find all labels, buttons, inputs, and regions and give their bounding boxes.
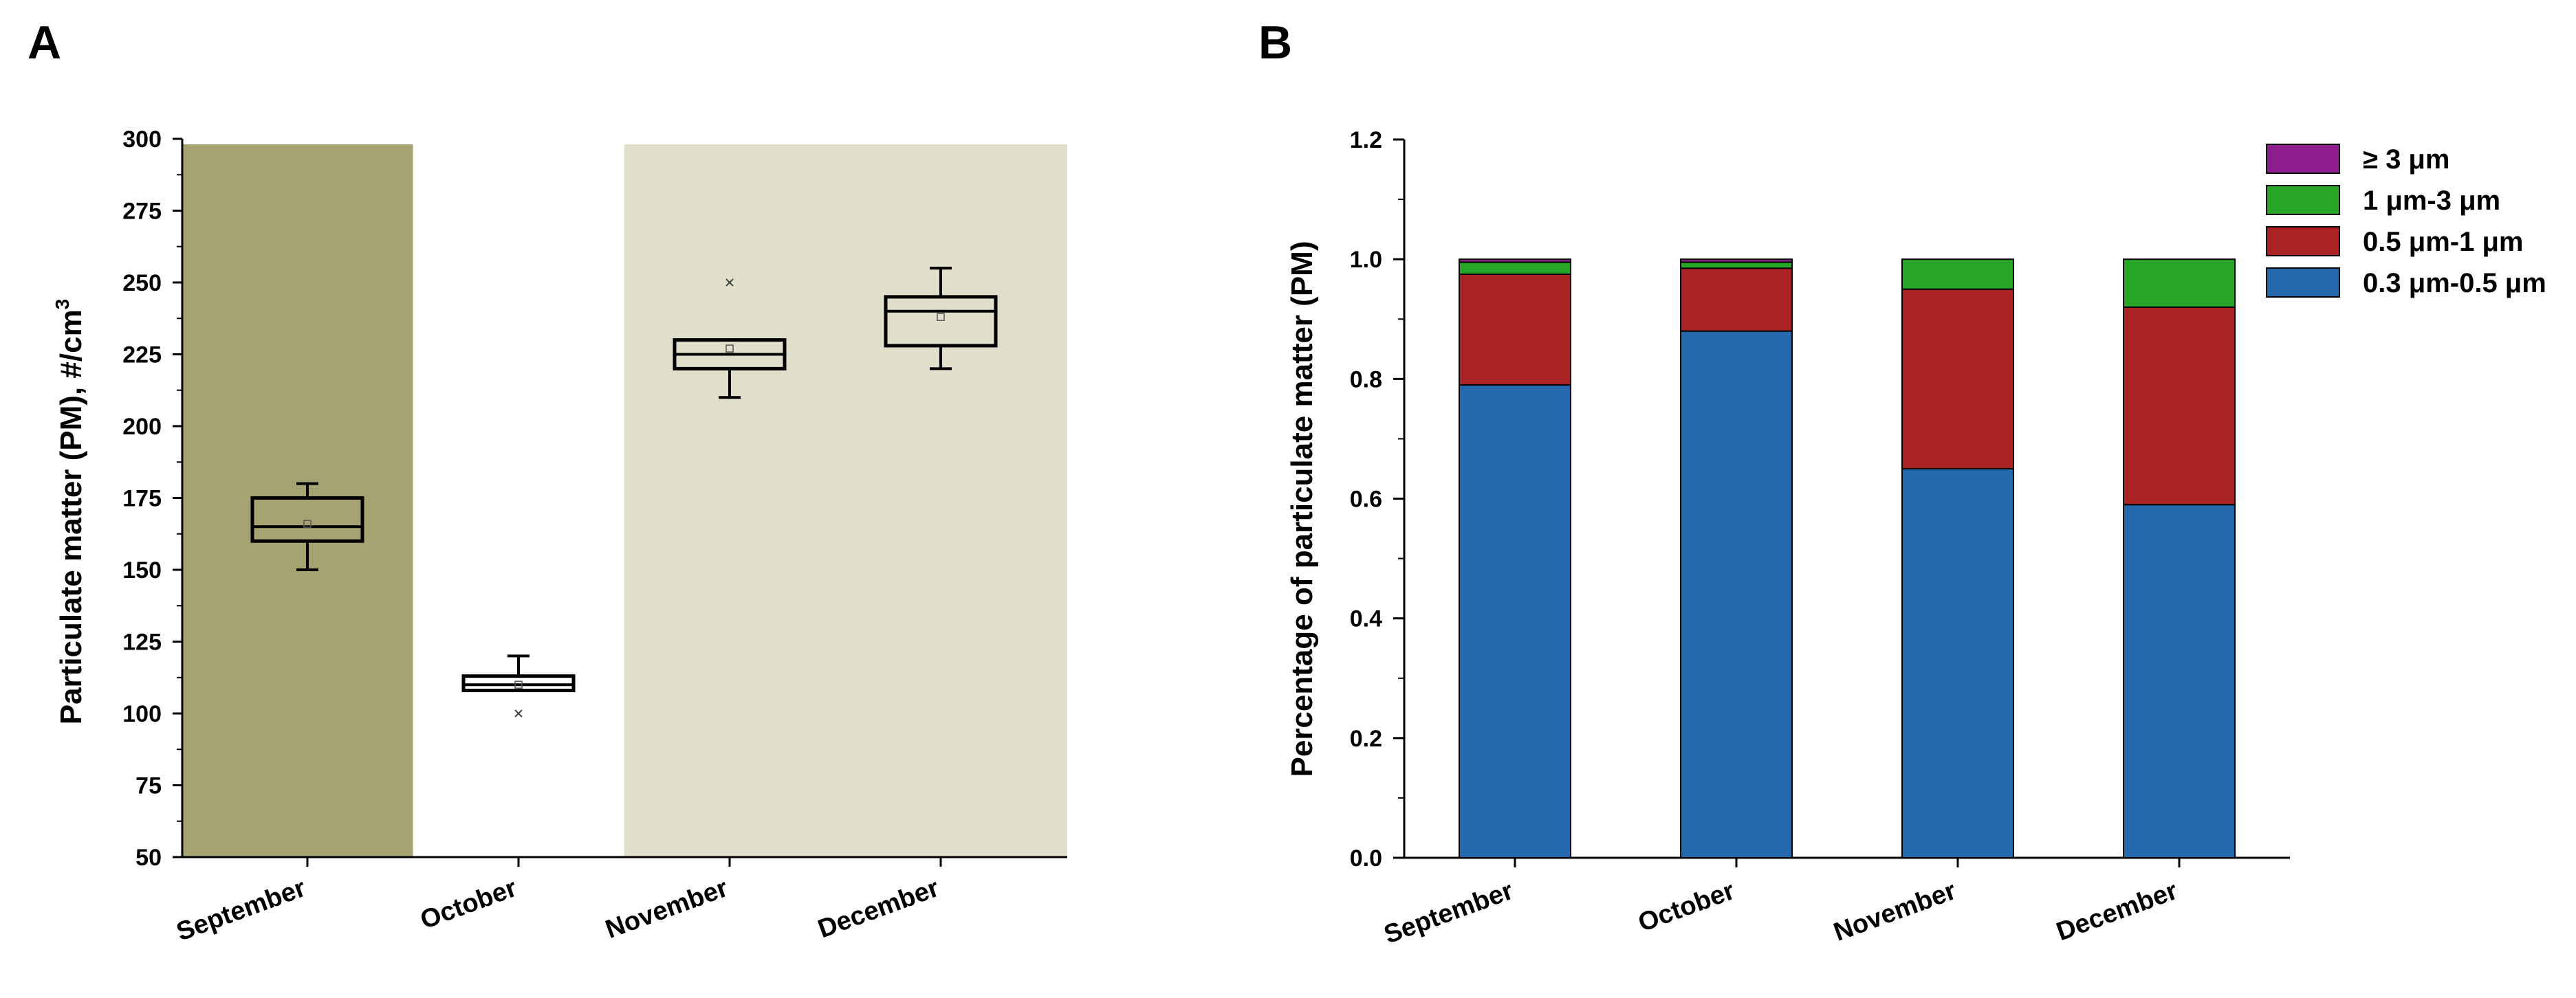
y-tick-label: 200: [122, 414, 162, 440]
y-tick-label: 150: [122, 557, 162, 584]
bar-segment-series-1: [2123, 504, 2236, 858]
bar-segment-series-2: [2123, 306, 2236, 506]
bar-stack-october: [1680, 258, 1793, 858]
bar-segment-series-3: [1901, 258, 2014, 290]
box-mean-marker: [937, 313, 945, 321]
chart-a-boxplot: 50 75 100 125 150 175 200 225 250 275 300 September…: [52, 126, 1067, 947]
bar-stack-december: [2123, 258, 2236, 858]
y-tick-label: 175: [122, 486, 162, 512]
x-category-label: September: [1380, 876, 1517, 950]
y-tick-label: 225: [122, 342, 162, 368]
y-tick-label: 0.2: [1350, 726, 1382, 752]
y-tick-label: 0.4: [1350, 606, 1382, 632]
x-category-label: September: [173, 874, 309, 947]
chart-b-stacked-bar: 0.0 0.2 0.4 0.6 0.8 1.0 1.2 Percentage of parti…: [1285, 127, 2546, 950]
x-category-label: November: [1830, 876, 1960, 947]
y-tick-label: 50: [135, 845, 162, 871]
bar-segment-series-2: [1459, 273, 1571, 386]
background-band-1: [182, 144, 413, 857]
bar-segment-series-4: [1459, 258, 1571, 263]
x-category-label: November: [602, 874, 732, 944]
box-october: [461, 654, 576, 718]
panel-b-label: B: [1258, 16, 1292, 69]
legend-label: ≥ 3 μm: [2363, 144, 2449, 175]
bar-segment-series-1: [1901, 467, 2014, 858]
x-category-label: October: [1635, 876, 1738, 938]
panel-a-label: A: [28, 16, 61, 69]
legend-swatch: [2266, 226, 2340, 256]
box-mean-marker: [514, 680, 523, 689]
y-tick-label: 1.2: [1350, 127, 1382, 153]
bar-stack-september: [1459, 258, 1571, 858]
x-category-label: December: [814, 874, 943, 944]
bar-segment-series-3: [1680, 261, 1793, 269]
y-tick-label: 75: [135, 773, 162, 799]
box-mean-marker: [725, 344, 734, 353]
legend: ≥ 3 μm 1 μm-3 μm 0.5 μm-1 μm 0.3 μm-0.5 μm: [2266, 144, 2546, 298]
y-axis-title: Percentage of particulate matter (PM): [1285, 241, 1319, 777]
bar-stack-november: [1901, 258, 2014, 858]
x-category-label: October: [417, 874, 521, 935]
box-mean-marker: [303, 520, 312, 528]
y-tick-label: 275: [122, 199, 162, 225]
y-tick-label: 0.6: [1350, 487, 1382, 513]
box-iqr: [884, 295, 998, 348]
y-tick-label: 250: [122, 270, 162, 296]
y-tick-label: 0.8: [1350, 366, 1382, 392]
bar-segment-series-3: [1459, 261, 1571, 275]
y-axis-title-superscript: 3: [52, 299, 73, 310]
y-tick-label: 100: [122, 701, 162, 727]
bar-segment-series-1: [1459, 384, 1571, 858]
bar-segment-series-3: [2123, 258, 2236, 308]
legend-swatch: [2266, 185, 2340, 215]
outlier-marker: [514, 709, 523, 718]
box-iqr: [461, 674, 576, 693]
x-category-label: December: [2053, 876, 2181, 946]
box-december: [884, 267, 998, 370]
y-axis-title: Particulate matter (PM), #/cm3: [52, 299, 88, 725]
background-band-2: [624, 144, 1067, 857]
legend-label: 0.3 μm-0.5 μm: [2363, 268, 2546, 298]
bar-segment-series-4: [1680, 258, 1793, 263]
box-november: [673, 278, 787, 399]
legend-swatch: [2266, 144, 2340, 174]
bar-segment-series-1: [1680, 330, 1793, 858]
bar-segment-series-2: [1901, 288, 2014, 469]
legend-label: 0.5 μm-1 μm: [2363, 227, 2523, 257]
y-tick-label: 300: [122, 126, 162, 153]
bar-segment-series-2: [1680, 267, 1793, 332]
y-tick-label: 0.0: [1350, 845, 1382, 872]
box-september: [250, 482, 364, 571]
outlier-marker: [725, 278, 734, 287]
legend-swatch: [2266, 267, 2340, 298]
box-iqr: [250, 496, 364, 543]
legend-label: 1 μm-3 μm: [2363, 186, 2500, 216]
y-tick-label: 125: [122, 630, 162, 656]
y-tick-label: 1.0: [1350, 247, 1382, 273]
